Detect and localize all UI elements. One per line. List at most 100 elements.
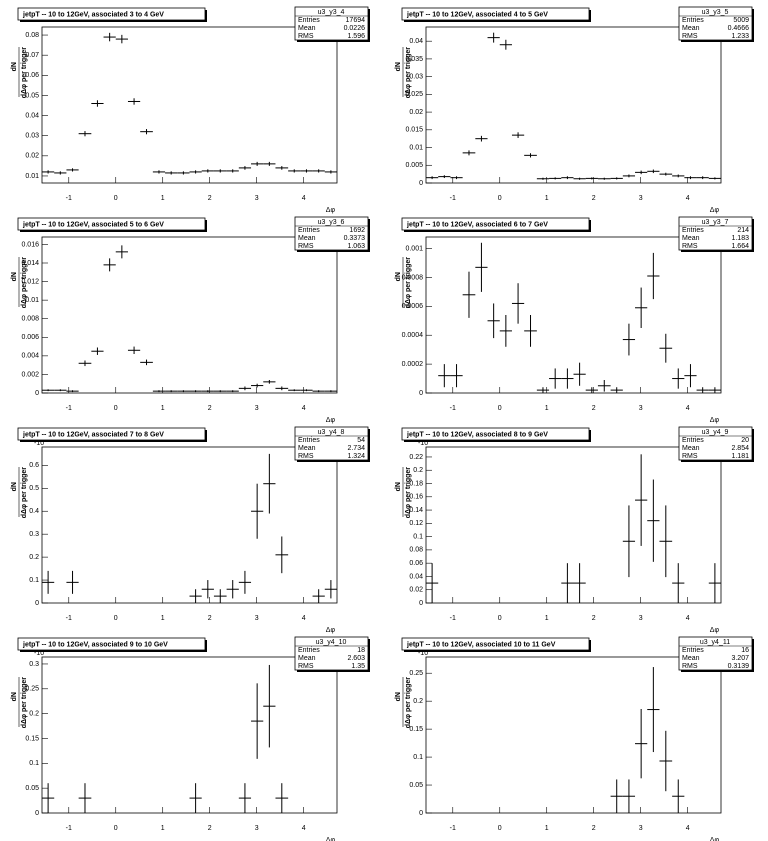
y-tick-label: 0.014 xyxy=(21,260,39,267)
panel-title: jetpT -- 10 to 12GeV, associated 3 to 4 … xyxy=(22,11,164,18)
stats-label: Mean xyxy=(682,235,700,242)
y-tick-label: 0.16 xyxy=(409,494,423,501)
y-tick-label: 0 xyxy=(35,390,39,397)
stats-box xyxy=(678,216,753,251)
panel-title: jetpT -- 10 to 12GeV, associated 6 to 7 … xyxy=(406,221,548,228)
stats-value: 1.181 xyxy=(731,453,749,460)
y-tick-label: 0.02 xyxy=(25,153,39,160)
y-tick-label: 0 xyxy=(35,810,39,817)
stats-label: Mean xyxy=(298,655,316,662)
x-axis-label: Δφ xyxy=(710,207,720,214)
y-tick-label: 0.05 xyxy=(25,785,39,792)
y-axis-label: dN xyxy=(395,692,402,701)
title-box xyxy=(401,637,590,651)
y-axis-label: dΔφ per trigger xyxy=(405,257,412,309)
panel-title: jetpT -- 10 to 12GeV, associated 8 to 9 … xyxy=(406,431,548,438)
stats-value: 2.603 xyxy=(347,655,365,662)
x-tick-label: 0 xyxy=(114,615,118,622)
x-tick-label: 3 xyxy=(639,825,643,832)
y-tick-label: 0.1 xyxy=(29,760,39,767)
x-tick-label: 4 xyxy=(302,615,306,622)
y-axis-label: dN xyxy=(395,272,402,281)
x-tick-label: -1 xyxy=(66,195,72,202)
y-tick-label: 0.06 xyxy=(409,560,423,567)
y-tick-label: 0 xyxy=(419,600,423,607)
stats-value: 5009 xyxy=(733,17,749,24)
stats-value: 3.207 xyxy=(731,655,749,662)
x-tick-label: 0 xyxy=(498,195,502,202)
y-tick-label: 0.12 xyxy=(409,520,423,527)
x-tick-label: 0 xyxy=(498,825,502,832)
x-tick-label: 2 xyxy=(208,615,212,622)
plot-frame xyxy=(425,656,722,814)
stats-label: RMS xyxy=(682,243,698,250)
x-tick-label: 2 xyxy=(208,195,212,202)
y-tick-label: 0.2 xyxy=(413,467,423,474)
stats-value: 0.4666 xyxy=(728,25,750,32)
x-axis-label: Δφ xyxy=(326,837,336,841)
y-tick-label: 0.05 xyxy=(25,92,39,99)
y-tick-label: 0.25 xyxy=(409,670,423,677)
y-tick-label: 0.008 xyxy=(21,316,39,323)
y-tick-label: 0.6 xyxy=(29,462,39,469)
title-box xyxy=(401,7,590,21)
stats-value: 20 xyxy=(741,437,749,444)
y-tick-label: 0.18 xyxy=(409,480,423,487)
title-box xyxy=(17,427,206,441)
plot-frame xyxy=(41,26,338,184)
stats-name: u3_y4_8 xyxy=(318,429,345,436)
panel-title: jetpT -- 10 to 12GeV, associated 7 to 8 … xyxy=(22,431,164,438)
title-box xyxy=(401,427,590,441)
stats-label: RMS xyxy=(298,663,314,670)
y-tick-label: 0.2 xyxy=(29,710,39,717)
stats-name: u3_y3_5 xyxy=(702,9,729,16)
y-tick-label: 0.01 xyxy=(25,297,39,304)
x-tick-label: 3 xyxy=(255,615,259,622)
plot-frame xyxy=(425,446,722,604)
x-axis-label: Δφ xyxy=(710,417,720,424)
stats-label: RMS xyxy=(298,33,314,40)
stats-value: 0.3139 xyxy=(728,663,750,670)
x-axis-label: Δφ xyxy=(326,207,336,214)
stats-box xyxy=(294,636,369,671)
y-tick-label: 0.005 xyxy=(405,162,423,169)
x-tick-label: -1 xyxy=(66,615,72,622)
y-tick-label: 0 xyxy=(419,180,423,187)
x-tick-label: 0 xyxy=(114,195,118,202)
panel-title: jetpT -- 10 to 12GeV, associated 5 to 6 … xyxy=(22,221,164,228)
y-axis-label: dN xyxy=(11,482,18,491)
title-box xyxy=(401,217,590,231)
y-tick-label: 0.035 xyxy=(405,56,423,63)
y-tick-label: 0 xyxy=(419,390,423,397)
stats-label: RMS xyxy=(682,33,698,40)
y-tick-label: 0.004 xyxy=(21,353,39,360)
x-axis-label: Δφ xyxy=(710,837,720,841)
x-tick-label: 3 xyxy=(639,405,643,412)
y-tick-label: 0.04 xyxy=(409,573,423,580)
panel-title: jetpT -- 10 to 12GeV, associated 4 to 5 … xyxy=(406,11,548,18)
stats-box xyxy=(294,216,369,251)
x-tick-label: -1 xyxy=(450,615,456,622)
stats-value: 18 xyxy=(357,647,365,654)
x-tick-label: 4 xyxy=(302,825,306,832)
panel: -1 0 1 2 3 4 0 0.002 0.004 0.006 0.008 0.01 0.012 0.0… xyxy=(11,216,370,424)
y-axis-label: dN xyxy=(395,482,402,491)
y-tick-label: 0.0002 xyxy=(402,361,424,368)
stats-name: u3_y4_9 xyxy=(702,429,729,436)
panel: -1 0 1 2 3 4 0 0.0002 0.0004 0.0006 0.0008 0.001 Δφ d… xyxy=(395,216,754,424)
title-box xyxy=(17,217,206,231)
stats-label: Entries xyxy=(298,227,320,234)
y-axis-label: dΔφ per trigger xyxy=(405,47,412,99)
panel: -1 0 1 2 3 400.020.040.060.080.10.120.140.160… xyxy=(395,426,754,634)
stats-name: u3_y3_6 xyxy=(318,219,345,226)
stats-value: 1.233 xyxy=(731,33,749,40)
y-tick-label: 0.08 xyxy=(409,547,423,554)
stats-value: 1.063 xyxy=(347,243,365,250)
stats-value: 16 xyxy=(741,647,749,654)
stats-label: RMS xyxy=(682,453,698,460)
x-tick-label: 3 xyxy=(639,195,643,202)
stats-value: 1.596 xyxy=(347,33,365,40)
stats-value: 2.734 xyxy=(347,445,365,452)
x-tick-label: 0 xyxy=(114,405,118,412)
stats-label: Entries xyxy=(682,227,704,234)
